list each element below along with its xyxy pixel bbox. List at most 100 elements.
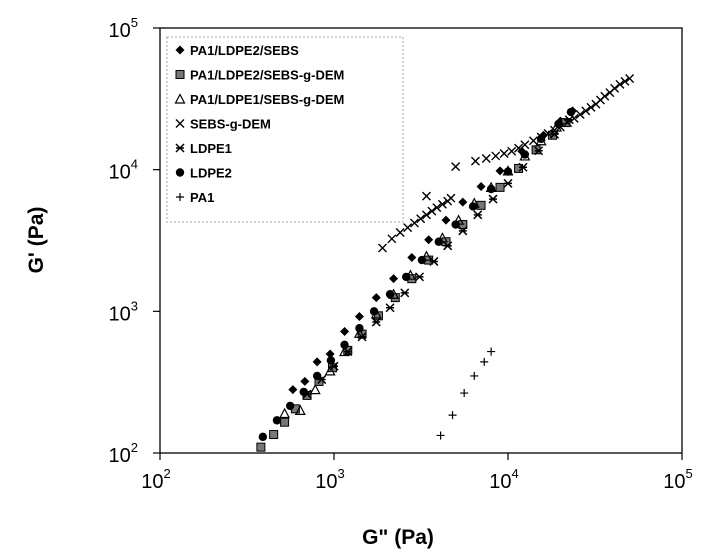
data-point xyxy=(443,241,453,251)
data-point xyxy=(566,107,576,117)
data-point xyxy=(385,303,395,313)
data-point xyxy=(416,214,426,224)
y-tick-label: 103 xyxy=(109,298,138,325)
data-point xyxy=(269,430,279,440)
data-point xyxy=(514,143,524,153)
data-point xyxy=(575,110,585,120)
plot-area xyxy=(159,27,683,454)
x-tick-label: 102 xyxy=(141,466,170,493)
data-point xyxy=(520,150,530,159)
legend-marker xyxy=(174,93,186,104)
legend-label: PA1/LDPE2/SEBS xyxy=(190,43,299,58)
data-point xyxy=(387,234,397,244)
data-point xyxy=(421,191,431,201)
data-point xyxy=(312,371,322,381)
data-point xyxy=(324,365,336,376)
data-point xyxy=(414,272,425,282)
data-point xyxy=(417,255,427,265)
data-point xyxy=(258,432,268,442)
data-point xyxy=(503,178,513,188)
data-point xyxy=(468,202,478,211)
legend-label: PA1/LDPE1/SEBS-g-DEM xyxy=(190,92,344,107)
data-point xyxy=(279,407,291,419)
legend-marker xyxy=(175,168,185,177)
data-point xyxy=(403,223,413,233)
data-point xyxy=(340,340,349,350)
data-point xyxy=(432,203,442,213)
data-point xyxy=(424,235,434,245)
data-point xyxy=(470,156,480,166)
data-point xyxy=(581,106,591,116)
data-point xyxy=(564,115,574,125)
y-axis-title: G' (Pa) xyxy=(25,207,48,274)
series-5 xyxy=(258,107,576,442)
data-point xyxy=(499,149,509,159)
data-point xyxy=(586,102,596,112)
data-point xyxy=(389,274,399,284)
data-points xyxy=(256,74,635,452)
legend-label: LDPE2 xyxy=(190,166,232,181)
data-point xyxy=(520,140,530,150)
data-point xyxy=(288,385,298,395)
data-point xyxy=(272,416,282,425)
data-point xyxy=(503,167,513,176)
data-point xyxy=(486,184,496,194)
data-point xyxy=(460,389,469,398)
data-point xyxy=(480,357,489,366)
data-point xyxy=(402,272,411,282)
data-point xyxy=(615,79,625,89)
data-point xyxy=(409,218,419,228)
legend-label: LDPE1 xyxy=(190,141,232,156)
x-tick-label: 105 xyxy=(663,466,692,493)
legend: PA1/LDPE2/SEBS PA1/LDPE2/SEBS-g-DEM PA1/LD… xyxy=(166,36,404,223)
data-point xyxy=(487,347,496,356)
data-point xyxy=(488,194,498,204)
data-point xyxy=(427,206,437,216)
data-point xyxy=(534,146,544,156)
data-point xyxy=(371,317,381,327)
data-point xyxy=(400,288,410,298)
data-point xyxy=(476,182,486,192)
legend-marker xyxy=(175,119,185,128)
data-point xyxy=(495,166,505,176)
data-point xyxy=(421,210,431,220)
data-point xyxy=(280,417,290,427)
data-point xyxy=(441,215,451,225)
data-point xyxy=(528,136,538,146)
x-axis-title: G" (Pa) xyxy=(362,526,434,549)
data-point xyxy=(470,371,479,380)
data-point xyxy=(355,324,364,333)
data-point xyxy=(620,76,630,86)
legend-marker xyxy=(175,143,185,153)
data-point xyxy=(294,404,306,415)
data-point xyxy=(256,442,266,452)
data-point xyxy=(309,383,321,395)
legend-marker xyxy=(175,45,185,55)
data-point xyxy=(326,356,336,365)
series-3 xyxy=(378,74,635,253)
data-point xyxy=(481,153,491,163)
x-tick-label: 104 xyxy=(489,466,518,493)
data-point xyxy=(625,74,635,84)
data-point xyxy=(385,290,395,299)
legend-marker xyxy=(175,70,185,79)
data-point xyxy=(299,387,308,397)
series-6 xyxy=(436,347,496,440)
data-point xyxy=(357,332,367,342)
data-point xyxy=(371,293,381,303)
y-tick-label: 102 xyxy=(109,440,138,467)
y-tick-label: 105 xyxy=(109,15,138,42)
data-point xyxy=(549,129,560,139)
data-point xyxy=(407,252,417,262)
data-point xyxy=(495,182,505,192)
data-point xyxy=(434,237,443,246)
series-1 xyxy=(256,118,571,452)
data-point xyxy=(446,193,456,203)
data-point xyxy=(610,83,620,93)
data-point xyxy=(507,146,517,156)
data-point xyxy=(458,197,468,207)
data-point xyxy=(458,226,468,236)
data-point xyxy=(340,327,350,337)
data-point xyxy=(395,228,405,238)
